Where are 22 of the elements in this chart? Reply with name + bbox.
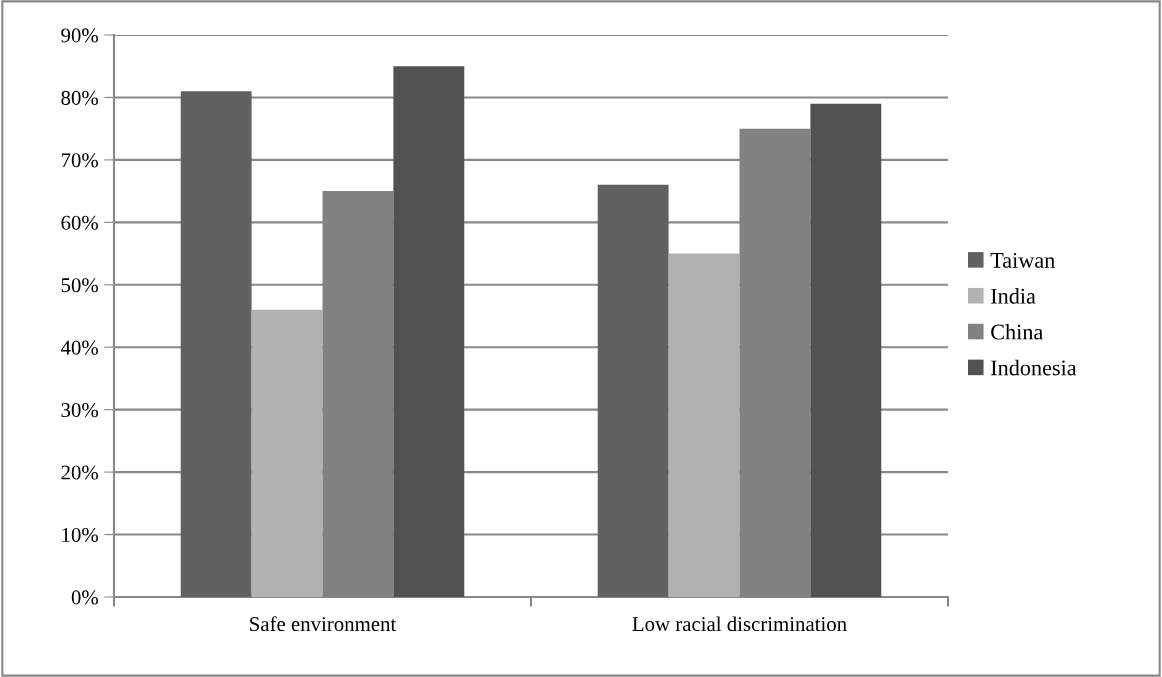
- y-tick-label: 80%: [61, 90, 99, 105]
- y-tick-label: 90%: [61, 28, 99, 43]
- y-tick-label: 60%: [61, 215, 99, 230]
- x-tick-label: Safe environment: [250, 616, 397, 632]
- x-tick-label: Low racial discrimination: [632, 616, 847, 632]
- legend-label: Taiwan: [990, 252, 1055, 268]
- bar: [393, 66, 465, 597]
- legend-label: India: [991, 288, 1036, 304]
- y-tick-label: 70%: [61, 153, 99, 168]
- bar: [668, 253, 740, 597]
- y-tick-label: 20%: [61, 465, 99, 480]
- legend-label: China: [991, 323, 1043, 340]
- bar: [251, 309, 323, 597]
- y-tick-label: 0%: [71, 590, 99, 605]
- y-tick-label: 50%: [61, 278, 99, 293]
- bar: [597, 184, 669, 597]
- y-tick-label: 10%: [62, 527, 99, 543]
- bar: [180, 91, 252, 597]
- y-tick-label: 40%: [60, 340, 99, 355]
- bar: [810, 103, 882, 597]
- y-tick-label: 30%: [61, 403, 99, 418]
- legend-label: Indonesia: [991, 359, 1077, 376]
